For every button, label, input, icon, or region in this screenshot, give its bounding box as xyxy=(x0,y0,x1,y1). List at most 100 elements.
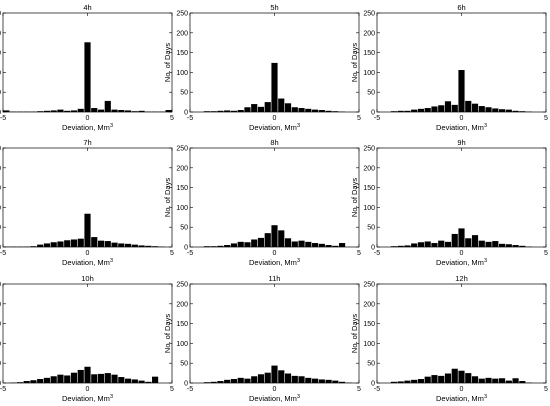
bar xyxy=(458,228,465,247)
x-tick-label: 5 xyxy=(357,115,361,122)
bar xyxy=(111,242,118,247)
bar xyxy=(124,243,132,247)
y-tick-label: 250 xyxy=(0,146,1,153)
bar xyxy=(404,245,411,247)
y-tick-label: 50 xyxy=(367,225,375,232)
bar xyxy=(498,243,506,247)
bar xyxy=(210,246,217,247)
y-tick-label: 150 xyxy=(0,185,1,192)
y-tick-label: 0 xyxy=(371,381,375,388)
bar xyxy=(43,243,51,247)
bar xyxy=(145,245,152,247)
panel-title: 10h xyxy=(81,274,94,283)
bar xyxy=(390,246,397,247)
bar xyxy=(70,239,78,247)
bar xyxy=(224,245,231,247)
y-axis-label: No. of Days xyxy=(163,314,172,353)
x-tick-label: -5 xyxy=(374,250,380,257)
y-tick-label: 150 xyxy=(0,50,1,57)
bar xyxy=(118,377,125,383)
y-tick-label: 200 xyxy=(176,165,188,172)
bar xyxy=(519,381,526,383)
bar xyxy=(298,240,305,247)
y-tick-label: 250 xyxy=(0,11,1,18)
bar xyxy=(70,110,78,112)
y-tick-label: 150 xyxy=(0,321,1,328)
y-tick-label: 200 xyxy=(363,301,375,308)
x-axis-label: Deviation, Mm3 xyxy=(62,258,113,267)
y-tick-label: 200 xyxy=(0,30,1,37)
y-tick-label: 100 xyxy=(363,70,375,77)
x-tick-label: -5 xyxy=(187,115,193,122)
bar xyxy=(131,379,138,383)
bar xyxy=(397,245,404,247)
bar xyxy=(152,376,159,383)
bar xyxy=(444,241,452,247)
bar xyxy=(237,241,244,247)
y-tick-label: 200 xyxy=(0,165,1,172)
y-tick-label: 150 xyxy=(363,185,375,192)
bar xyxy=(203,111,210,112)
y-tick-label: 50 xyxy=(0,225,1,232)
x-tick-label: -5 xyxy=(374,386,380,393)
y-axis-label: No. of Days xyxy=(163,43,172,82)
bar xyxy=(77,108,84,112)
bar xyxy=(417,379,425,383)
bar xyxy=(444,101,452,112)
panel-title: 8h xyxy=(270,138,278,147)
x-tick-label: 0 xyxy=(460,250,464,257)
bar xyxy=(519,245,526,247)
y-tick-label: 250 xyxy=(176,282,188,289)
y-tick-label: 0 xyxy=(371,245,375,252)
x-axis-label: Deviation, Mm3 xyxy=(436,394,487,403)
x-tick-label: -5 xyxy=(0,250,6,257)
bar xyxy=(16,382,23,383)
bar xyxy=(325,245,332,247)
bar xyxy=(104,241,111,247)
bar xyxy=(257,374,265,383)
y-tick-label: 150 xyxy=(363,321,375,328)
bar xyxy=(210,111,217,112)
bar xyxy=(91,108,98,112)
x-tick-label: 5 xyxy=(170,386,174,393)
x-tick-label: 0 xyxy=(460,115,464,122)
x-tick-label: 0 xyxy=(273,386,277,393)
x-tick-label: 0 xyxy=(460,386,464,393)
bar xyxy=(3,110,10,112)
bar xyxy=(485,241,492,247)
y-tick-label: 150 xyxy=(176,50,188,57)
y-tick-label: 50 xyxy=(0,361,1,368)
bar xyxy=(471,376,479,383)
bar xyxy=(264,102,271,112)
bar xyxy=(237,377,244,383)
bar xyxy=(325,379,332,383)
y-tick-label: 50 xyxy=(367,361,375,368)
bar xyxy=(390,111,397,112)
bar xyxy=(498,109,506,112)
bar xyxy=(23,381,30,383)
bar xyxy=(278,98,285,112)
y-tick-label: 150 xyxy=(363,50,375,57)
y-tick-label: 50 xyxy=(180,225,188,232)
bar xyxy=(217,245,224,247)
bar xyxy=(471,103,479,112)
bar xyxy=(37,111,44,112)
x-axis-label: Deviation, Mm3 xyxy=(249,123,300,132)
bar xyxy=(124,378,132,383)
bar xyxy=(431,375,438,383)
bar xyxy=(217,381,224,383)
x-tick-label: 0 xyxy=(86,386,90,393)
bar xyxy=(332,245,339,247)
bar xyxy=(104,100,111,112)
bar xyxy=(325,110,332,112)
y-tick-label: 250 xyxy=(363,11,375,18)
bar xyxy=(251,104,258,112)
x-tick-label: -5 xyxy=(187,250,193,257)
bar xyxy=(30,380,37,383)
x-axis-label: Deviation, Mm3 xyxy=(436,258,487,267)
bar xyxy=(165,110,172,112)
bar xyxy=(465,100,472,112)
y-tick-label: 0 xyxy=(0,381,1,388)
x-axis-label: Deviation, Mm3 xyxy=(249,394,300,403)
